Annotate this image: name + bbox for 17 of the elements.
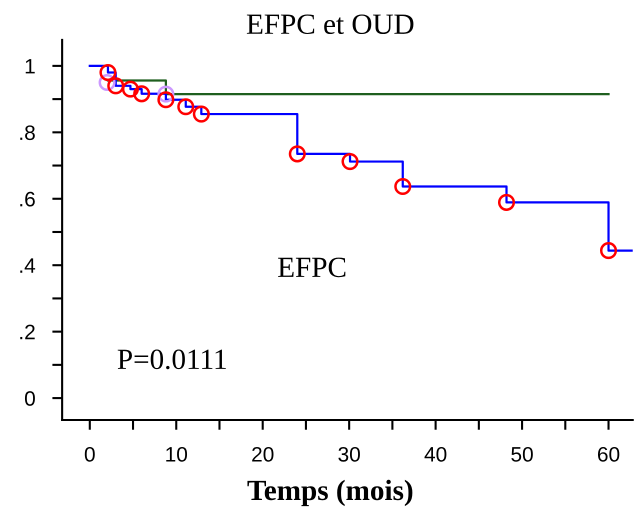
chart-title: EFPC et OUD xyxy=(246,14,414,34)
annotation: EFPC xyxy=(278,258,346,278)
x-tick-label: 60 xyxy=(598,446,620,462)
annotation: P=0.0111 xyxy=(118,349,226,370)
y-tick-label: .6 xyxy=(20,192,35,207)
x-axis-title: Temps (mois) xyxy=(247,480,412,506)
y-tick-label: 1 xyxy=(26,59,35,74)
y-tick-label: 0 xyxy=(24,391,35,406)
x-tick-label: 30 xyxy=(338,446,360,462)
y-tick-label: .4 xyxy=(20,258,36,273)
x-tick-label: 40 xyxy=(424,446,446,462)
y-tick-label: .8 xyxy=(20,125,35,140)
x-tick-label: 10 xyxy=(166,446,188,462)
x-tick-label: 50 xyxy=(511,446,533,462)
x-tick-label: 20 xyxy=(252,446,274,462)
y-tick-label: .2 xyxy=(20,324,35,340)
x-tick-label: 0 xyxy=(84,446,95,462)
